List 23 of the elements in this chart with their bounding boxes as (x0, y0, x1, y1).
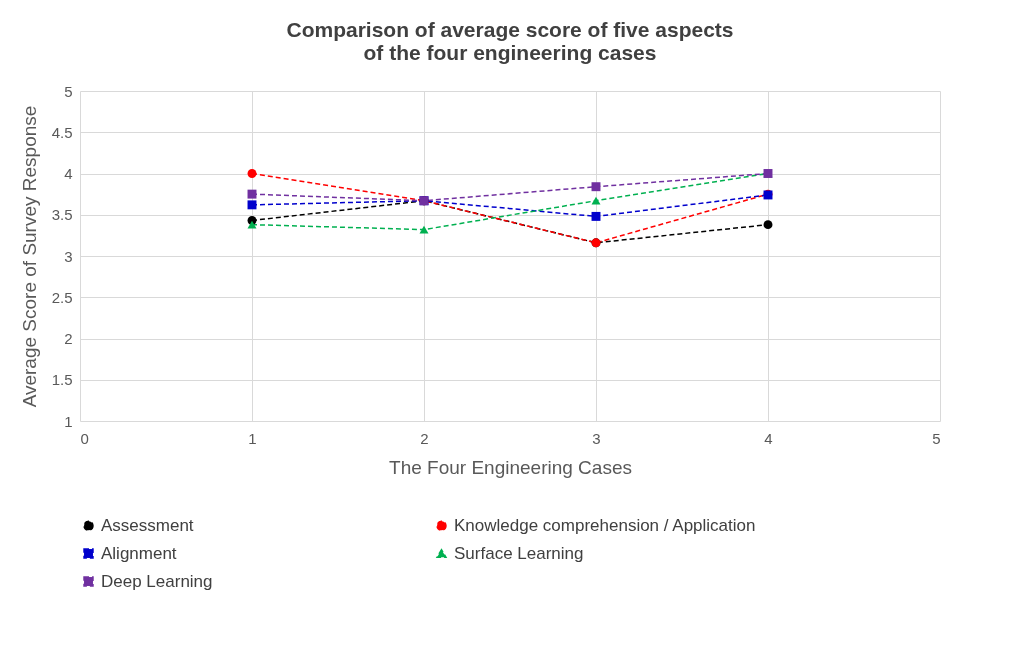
legend-label: Knowledge comprehension / Application (454, 515, 756, 535)
legend-label: Surface Learning (454, 543, 584, 563)
y-tick-label: 5 (64, 82, 73, 100)
y-tick-label: 1 (64, 412, 73, 430)
y-axis-title: Average Score of Survey Response (18, 105, 40, 408)
x-tick-label: 1 (248, 429, 257, 447)
y-tick-label: 3.5 (51, 206, 73, 224)
legend-label: Deep Learning (101, 571, 213, 591)
y-tick-label: 4 (64, 165, 73, 182)
y-tick-label: 1.5 (51, 371, 73, 389)
x-axis-title: The Four Engineering Cases (389, 456, 632, 478)
x-tick-label: 2 (420, 429, 429, 447)
x-tick-label: 0 (80, 429, 89, 447)
x-tick-label: 5 (932, 429, 941, 447)
x-tick-label: 3 (592, 429, 601, 447)
y-tick-label: 2.5 (51, 288, 73, 306)
chart-title: Comparison of average score of five aspects of the four engineering cases (286, 18, 734, 64)
y-tick-label: 2 (64, 330, 73, 347)
y-tick-label: 4.5 (51, 123, 73, 141)
x-tick-label: 4 (764, 429, 773, 447)
legend-label: Assessment (101, 515, 194, 535)
y-tick-label: 3 (64, 247, 73, 265)
legend-label: Alignment (101, 543, 177, 563)
